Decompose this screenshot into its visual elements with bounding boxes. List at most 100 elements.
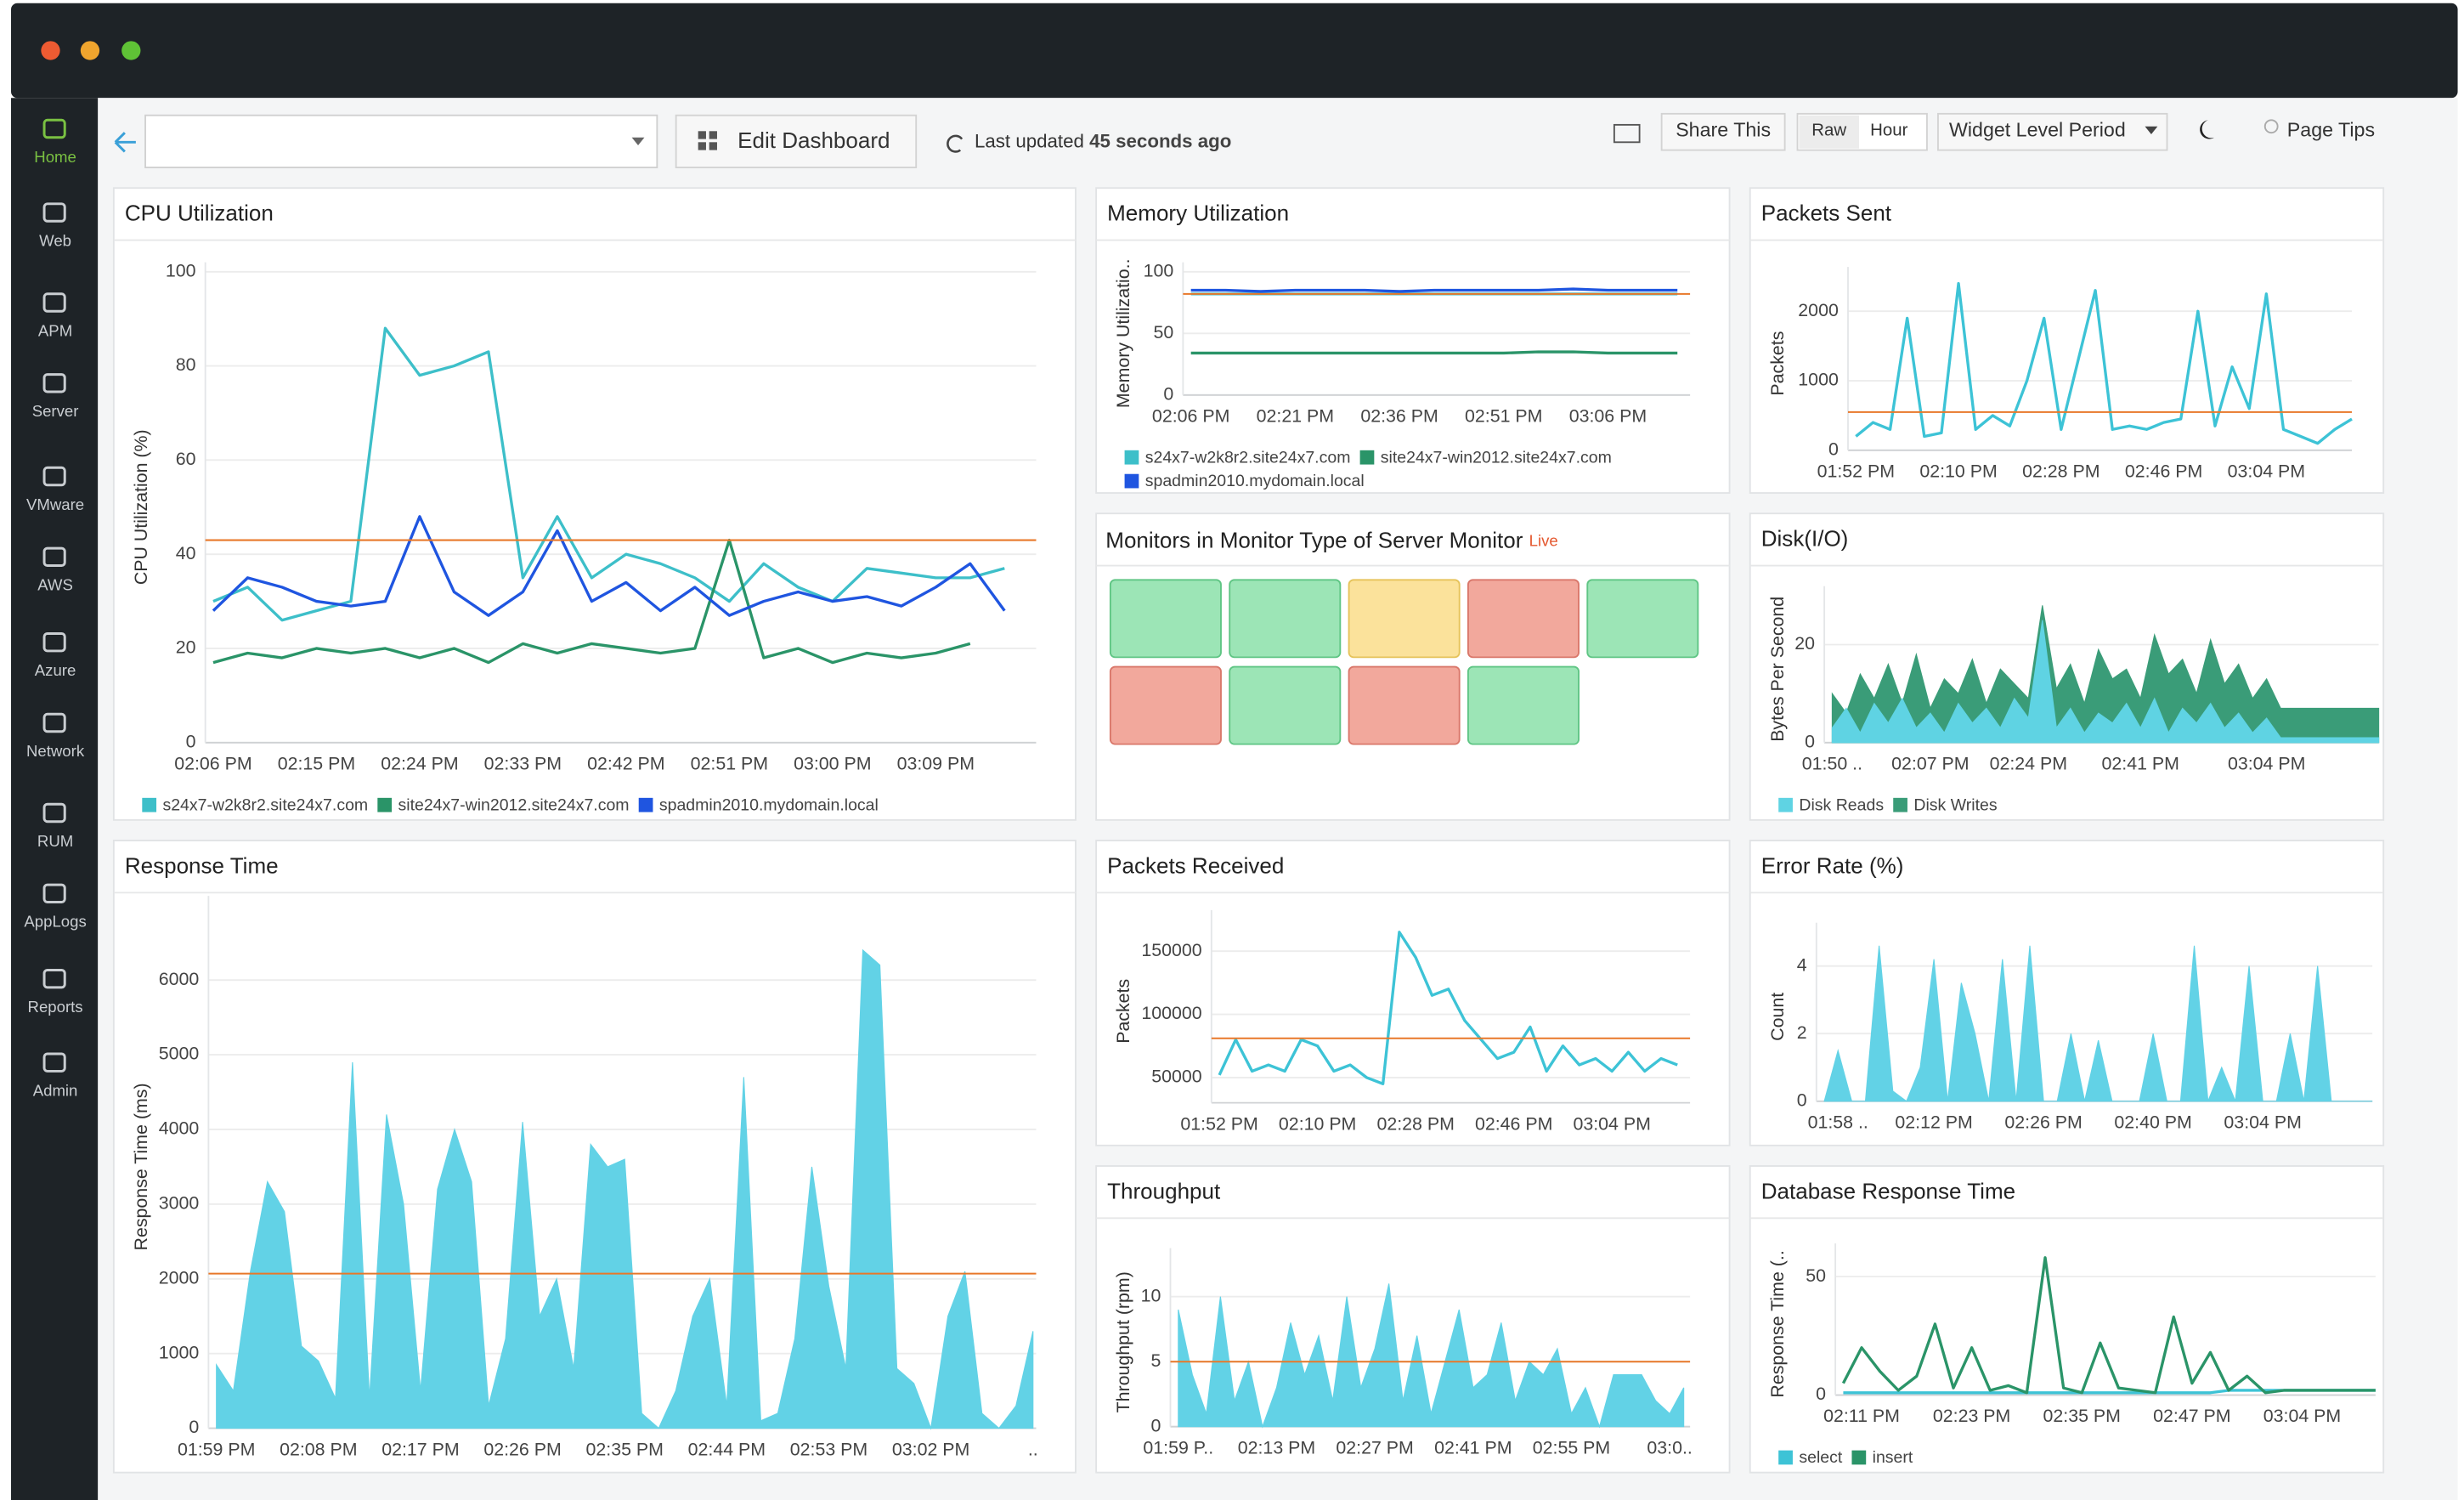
nav-item[interactable]: RUM [37,832,73,850]
monitor-tile[interactable] [1229,665,1342,745]
x-tick-label: 02:40 PM [2114,1112,2191,1132]
nav-icon [42,883,66,904]
page-tips-link[interactable]: Page Tips [2287,118,2375,140]
last-updated-value: 45 seconds ago [1089,130,1231,151]
period-select[interactable] [1937,112,2168,151]
y-axis-label: CPU Utilization (%) [131,429,151,585]
area [216,948,1034,1430]
edit-dashboard-button[interactable] [675,114,918,168]
x-tick-label: 02:24 PM [381,753,458,773]
y-tick-label: 1000 [1798,370,1839,390]
minimize-button[interactable] [80,41,100,60]
legend-label: Disk Writes [1913,795,1997,814]
nav-icon [42,202,66,223]
y-tick-label: 0 [1163,383,1173,404]
nav-icon [42,292,66,313]
legend-label: site24x7-win2012.site24x7.com [1381,448,1612,467]
edit-dashboard-label: Edit Dashboard [738,127,890,153]
nav-item[interactable]: Server [32,402,79,420]
x-tick-label: 02:46 PM [1475,1113,1552,1134]
panel [1095,187,1731,494]
y-tick-label: 3000 [159,1193,200,1214]
hour-label[interactable]: Hour [1870,121,1907,140]
y-tick-label: 0 [1797,1090,1807,1110]
raw-label[interactable]: Raw [1811,121,1846,140]
nav-item[interactable]: Reports [28,998,83,1016]
panel [1095,840,1731,1146]
monitor-tile[interactable] [1348,665,1461,745]
close-button[interactable] [41,41,60,60]
theme-toggle[interactable] [2200,120,2215,139]
x-tick-label: .. [1028,1439,1038,1459]
legend-label: s24x7-w2k8r2.site24x7.com [162,795,368,814]
widget-title: Error Rate (%) [1761,853,1904,879]
monitor-tile[interactable] [1348,579,1461,659]
sidebar [11,98,99,1500]
monitor-tile[interactable] [1109,579,1222,659]
monitor-tile[interactable] [1467,579,1580,659]
x-tick-label: 02:21 PM [1257,405,1334,426]
tv-mode-icon[interactable] [1613,123,1641,144]
y-tick-label: 0 [1805,731,1815,751]
x-tick-label: 02:24 PM [1990,753,2067,773]
nav-icon [42,1052,66,1073]
nav-icon [42,466,66,487]
area [1831,605,2380,744]
nav-item[interactable]: VMware [26,495,84,513]
y-tick-label: 20 [176,637,196,658]
nav-item[interactable]: AWS [37,576,73,594]
x-tick-label: 02:44 PM [688,1439,766,1459]
nav-item[interactable]: Network [26,742,85,760]
legend-swatch [1778,797,1793,812]
maximize-button[interactable] [122,41,141,60]
x-tick-label: 02:10 PM [1919,461,1997,482]
widget: Database Response Time 0 50 Response Time (… [1749,1165,2385,1474]
x-tick-label: 02:15 PM [278,753,355,773]
x-tick-label: 02:35 PM [586,1439,664,1459]
monitor-select[interactable] [144,114,658,168]
x-tick-label: 02:23 PM [1933,1406,2010,1426]
y-tick-label: 4000 [159,1118,200,1139]
y-axis-label: Throughput (rpm) [1113,1271,1133,1412]
last-updated: Last updated 45 seconds ago [975,130,1231,151]
x-tick-label: 02:51 PM [1465,405,1542,426]
nav-item[interactable]: Admin [33,1082,78,1100]
y-tick-label: 4 [1797,954,1807,975]
widget-title: Memory Utilization [1107,201,1289,226]
title-bar [11,3,2458,99]
nav-item[interactable]: Home [34,148,76,166]
monitor-tiles [1109,579,1699,745]
x-tick-label: 02:46 PM [2125,461,2202,482]
share-button[interactable] [1660,112,1786,151]
panel [112,187,1077,821]
nav-item[interactable]: AppLogs [24,913,86,931]
nav-icon [42,631,66,653]
nav-item[interactable]: APM [38,321,72,339]
widget: Error Rate (%) 0 2 4 Count 01:58 .. 02:12 PM 02… [1749,840,2385,1146]
x-tick-label: 02:26 PM [2004,1112,2082,1132]
nav-item[interactable]: Azure [35,661,76,679]
nav-icon [42,712,66,733]
legend-label: site24x7-win2012.site24x7.com [398,795,629,814]
legend-swatch [142,797,157,812]
nav-icon [42,118,66,139]
widget: Disk(I/O) 0 20 Bytes Per Second 01:50 .. 02:0… [1749,512,2385,821]
legend-label: Disk Reads [1799,795,1884,814]
monitor-tile[interactable] [1467,665,1580,745]
nav-item[interactable]: Web [39,231,71,249]
y-tick-label: 0 [1150,1415,1161,1435]
monitor-tile[interactable] [1229,579,1342,659]
x-tick-label: 02:41 PM [1434,1437,1512,1458]
widget: Memory Utilization 0 50 100 Memory Utilizati… [1095,187,1731,494]
monitor-tile[interactable] [1109,665,1222,745]
refresh-icon[interactable] [947,134,964,153]
dropdown-caret [631,137,645,146]
back-arrow[interactable] [114,132,136,153]
monitor-tile[interactable] [1586,579,1699,659]
y-tick-label: 0 [1816,1384,1826,1404]
period-label: Widget Level Period [1949,118,2126,140]
y-tick-label: 2000 [159,1267,200,1288]
y-axis-label: Memory Utilizatio.. [1113,258,1133,408]
